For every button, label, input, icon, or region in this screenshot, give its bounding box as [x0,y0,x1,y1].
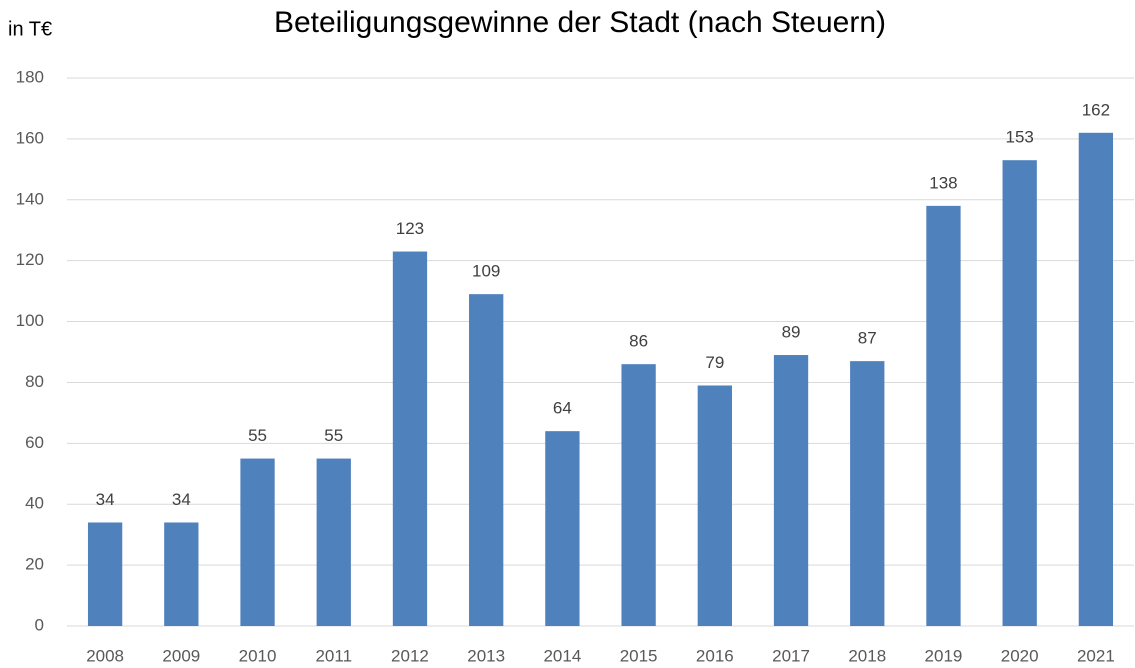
x-tick-label: 2011 [315,646,352,665]
x-tick-label: 2014 [543,646,581,665]
bar [164,522,199,626]
y-tick-label: 40 [25,494,44,513]
y-tick-label: 140 [16,189,44,208]
data-label: 55 [248,426,267,445]
y-tick-label: 180 [16,67,44,86]
x-tick-label: 2021 [1077,646,1115,665]
x-tick-label: 2019 [925,646,963,665]
data-label: 123 [396,219,424,238]
x-tick-label: 2017 [772,646,810,665]
bar [697,385,732,626]
data-label: 138 [929,173,957,192]
x-tick-label: 2013 [467,646,505,665]
bar [392,251,428,627]
bar [316,458,351,626]
x-tick-label: 2012 [391,646,429,665]
x-tick-label: 2020 [1001,646,1039,665]
y-tick-label: 120 [16,250,44,269]
x-tick-label: 2015 [620,646,658,665]
bar [926,205,961,626]
y-tick-label: 80 [25,372,44,391]
x-tick-label: 2010 [239,646,277,665]
data-label: 55 [324,426,343,445]
chart-title: Beteiligungsgewinne der Stadt (nach Steu… [274,6,886,39]
bar [1078,132,1114,627]
data-label: 153 [1005,128,1033,147]
y-tick-label: 20 [25,555,44,574]
data-label: 34 [96,490,115,509]
y-tick-label: 160 [16,128,44,147]
bar [545,431,580,626]
y-tick-label: 60 [25,433,44,452]
x-tick-label: 2018 [848,646,886,665]
data-label: 162 [1082,100,1110,119]
data-label: 64 [553,399,572,418]
x-tick-label: 2008 [86,646,124,665]
bar [621,364,656,626]
data-label: 86 [629,332,648,351]
data-label: 87 [858,329,877,348]
data-label: 79 [705,353,724,372]
bar [469,294,504,626]
bar [773,355,809,626]
y-tick-label: 0 [35,615,44,634]
bar [240,458,275,626]
y-tick-label: 100 [16,311,44,330]
data-label: 89 [782,323,801,342]
data-label: 34 [172,490,191,509]
bar [87,522,123,626]
data-label: 109 [472,262,500,281]
bar [850,361,885,626]
x-tick-label: 2016 [696,646,734,665]
y-axis-label: in T€ [8,18,52,40]
x-tick-label: 2009 [162,646,200,665]
bar [1002,160,1037,626]
